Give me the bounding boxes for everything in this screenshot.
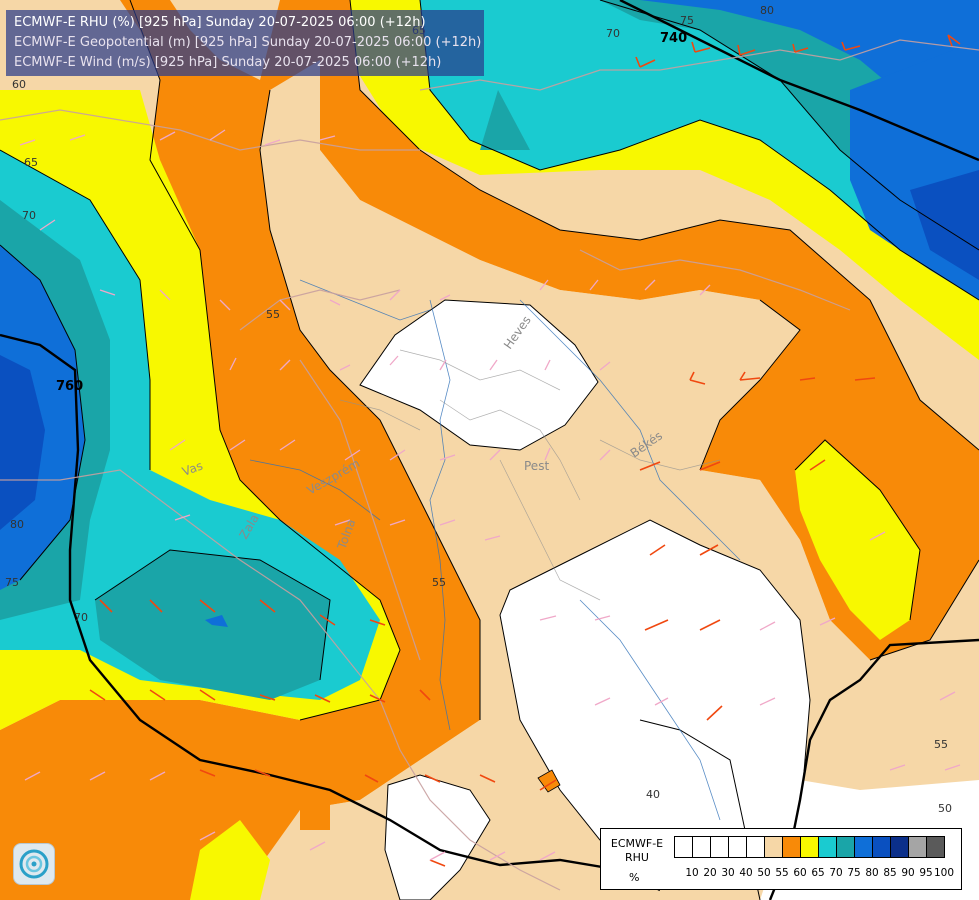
place-label: Pest [524, 459, 549, 473]
legend-swatch [746, 836, 765, 858]
contour-label-rhu: 80 [760, 4, 774, 17]
contour-label-rhu: 70 [74, 611, 88, 624]
legend-swatch [728, 836, 747, 858]
contour-label-rhu: 70 [606, 27, 620, 40]
contour-label-rhu: 55 [266, 308, 280, 321]
legend-tick-label: 90 [901, 867, 915, 879]
legend-swatch [854, 836, 873, 858]
legend-swatch [818, 836, 837, 858]
legend-swatch [764, 836, 783, 858]
legend-tick-label: 80 [865, 867, 879, 879]
rhu-region-80-ne [640, 0, 979, 160]
legend-swatch [782, 836, 801, 858]
rhu-region-70-west [0, 150, 380, 700]
legend-swatch [710, 836, 729, 858]
contour-label-rhu: 75 [5, 576, 19, 589]
legend: ECMWF-E RHU % 10 20 30 40 50 55 60 65 70 75 80 85 90… [600, 828, 962, 890]
contour-label-rhu: 60 [12, 78, 26, 91]
legend-swatch [872, 836, 891, 858]
legend-tick-label: 55 [775, 867, 789, 879]
legend-tick-label: 100 [933, 867, 955, 879]
legend-unit: % [629, 871, 640, 884]
contour-label-rhu: 75 [680, 14, 694, 27]
legend-tick-label: 60 [793, 867, 807, 879]
legend-title: ECMWF-E RHU [605, 837, 669, 865]
contour-label-rhu: 80 [10, 518, 24, 531]
contour-label-rhu: 40 [646, 788, 660, 801]
legend-title-model: ECMWF-E [610, 837, 664, 850]
legend-tick-label: 85 [883, 867, 897, 879]
legend-tick-label: 70 [829, 867, 843, 879]
legend-tick-label: 10 [685, 867, 699, 879]
title-rhu: ECMWF-E RHU (%) [925 hPa] Sunday 20-07-2… [14, 15, 426, 30]
rhu-region-dry-north [359, 299, 599, 451]
rhu-region-65-southwest [190, 820, 270, 900]
rhu-region-85-sw-spot [205, 615, 228, 627]
rhu-region-75-nc [480, 90, 530, 150]
rhu-region-65-east [795, 440, 920, 640]
contour-label-rhu: 65 [24, 156, 38, 169]
legend-swatch [800, 836, 819, 858]
contour-label-rhu: 50 [938, 802, 952, 815]
legend-swatch [908, 836, 927, 858]
rhu-region-85-west [0, 355, 45, 530]
legend-swatch [890, 836, 909, 858]
legend-tick-label: 95 [919, 867, 933, 879]
legend-swatch [674, 836, 693, 858]
legend-swatches [674, 836, 945, 858]
wind-barbs-pink [19, 129, 961, 861]
legend-tick-label: 30 [721, 867, 735, 879]
contour-label-rhu: 70 [22, 209, 36, 222]
map-title-box: ECMWF-E RHU (%) [925 hPa] Sunday 20-07-2… [6, 10, 484, 76]
legend-swatch [692, 836, 711, 858]
legend-title-variable: RHU [625, 851, 649, 864]
legend-swatch [926, 836, 945, 858]
region-borders-grey [339, 349, 721, 601]
legend-tick-label: 40 [739, 867, 753, 879]
legend-tick-label: 20 [703, 867, 717, 879]
wind-barbs-orange [89, 34, 961, 867]
contour-label-geopotential: 760 [56, 379, 83, 394]
rhu-region-85-ne [910, 170, 979, 280]
legend-tick-label: 65 [811, 867, 825, 879]
contour-label-rhu: 55 [432, 576, 446, 589]
legend-ticks: 10 20 30 40 50 55 60 65 70 75 80 85 90 95 100 [674, 867, 964, 881]
contour-label-rhu: 55 [934, 738, 948, 751]
place-label: Vas [180, 459, 204, 479]
title-geopotential: ECMWF-E Geopotential (m) [925 hPa] Sunda… [14, 35, 482, 50]
contour-label-geopotential: 740 [660, 31, 687, 46]
legend-swatch [836, 836, 855, 858]
rivers [249, 279, 741, 821]
rhu-region-dry-south [499, 519, 811, 861]
legend-tick-label: 50 [757, 867, 771, 879]
logo-icon [13, 843, 55, 885]
legend-tick-label: 75 [847, 867, 861, 879]
title-wind: ECMWF-E Wind (m/s) [925 hPa] Sunday 20-0… [14, 55, 442, 70]
